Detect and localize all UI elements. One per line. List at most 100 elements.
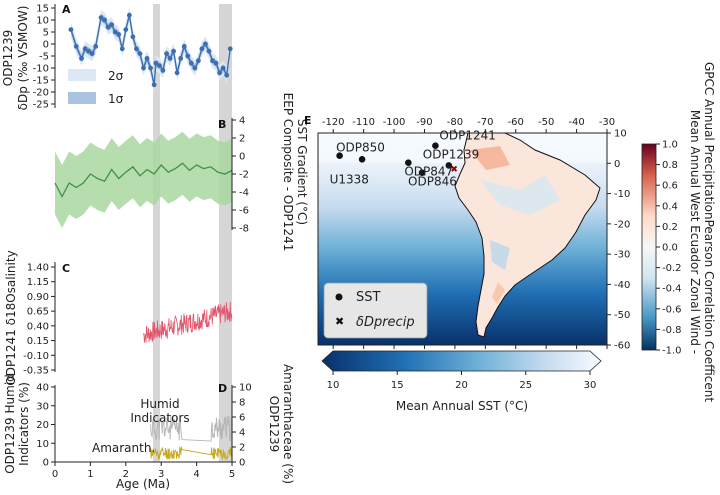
x-tick-label: 5 [229,469,235,480]
x-tick-label: -50 [538,117,554,128]
x-tick-label: -80 [447,117,463,128]
panel-c-ylabel: ODP1241 δ18Osalinity [4,250,18,385]
y-tick-label: 4 [239,428,245,439]
corr-colorbar: 1.0 0.8 0.6 0.4 0.2 0.0 -0.2 -0.4 -0.6 -0.8 -1.0 M… [641,62,716,402]
cb-tick-label: 30 [584,380,597,391]
y-tick-label: -60 [614,341,630,352]
y-tick-label: -30 [614,250,630,261]
y-tick-label: 4 [239,116,245,127]
cb-tick-label: 0.2 [662,222,678,233]
sst-colorbar-ticks: 10 15 20 25 30 [327,371,597,391]
cb-tick-label: 25 [519,380,532,391]
site-marker [336,152,343,160]
y-tick-label: -6 [239,206,249,217]
y-tick-label: 1.15 [27,277,49,288]
panel-c-letter: C [62,262,70,275]
dD-point [164,51,169,56]
dD-point [188,60,194,66]
x-tick-label: -70 [477,117,493,128]
panel-d-x-ticks: 0 1 2 3 4 5 [52,462,235,480]
dD-point [178,56,184,61]
x-tick-label: 4 [193,469,199,480]
dD-point [227,46,233,52]
annotation-humid-1: Humid [140,397,179,411]
panel-c-series [143,301,233,343]
dD-point [93,44,99,49]
cb-tick-label: 0.8 [662,160,678,171]
panel-b-band [55,131,232,228]
y-tick-label: -0.35 [23,366,49,377]
dD-point [153,60,159,66]
dD-precip-marker: ✖ [450,165,458,175]
y-tick-label: -10 [614,189,630,200]
y-tick-label: -4 [239,188,249,199]
time-highlight-bar-2 [219,4,232,462]
dD-point [105,24,111,30]
dD-point [134,46,139,52]
panel-d-xlabel: Age (Ma) [116,477,170,491]
dD-point [195,58,201,64]
panel-b-ylabel-1: EEP Composite - ODP1241 [281,93,295,252]
positive-corr-zone-1 [470,146,510,170]
y-tick-label: 0 [43,40,49,51]
y-tick-label: 15 [36,4,49,15]
warm-pool [318,133,607,163]
y-tick-label: -0.10 [23,351,49,362]
panel-d-left-label-1: ODP1239 Humid [3,374,17,474]
x-tick-label: 0 [52,469,58,480]
site-label: ODP1239 [423,147,479,161]
panel-b-series [54,162,233,198]
y-tick-label: 6 [239,413,245,424]
y-tick-label: -40 [614,280,630,291]
dD-point [98,15,104,20]
dD-point [73,44,79,49]
dD-point [144,56,150,61]
dD-point [160,68,166,73]
cb-tick-label: 15 [391,380,404,391]
y-tick-label: 40 [36,383,49,394]
y-tick-label: 0.15 [27,336,49,347]
dD-point [206,48,212,54]
x-tick-label: -120 [322,117,345,128]
annotation-amaranth: Amaranth. [92,441,155,455]
site-label: ODP846 [408,175,457,189]
panel-b-letter: B [218,118,226,131]
panel-a-ylabel-2: δDp (‰ VSMOW) [16,6,30,111]
dD-point [185,53,191,59]
site-label: ODP1241 [439,129,495,143]
panel-c: C 1.40 1.15 0.90 0.65 0.40 0.15 -0.10 -0.35 ODP… [4,250,233,386]
dD-point [119,46,125,52]
x-tick-label: -100 [383,117,406,128]
map-x-ticks-bottom [332,345,608,349]
panel-a-letter: A [62,3,71,16]
panel-a-legend: 2σ 1σ [68,69,124,106]
panel-d-amaranth-series [150,446,233,461]
map-legend-box [323,282,428,339]
site-marker [432,142,439,150]
y-tick-label: 5 [43,28,49,39]
cb-tick-label: -0.4 [662,284,682,295]
y-tick-label: 2 [239,443,245,454]
dD-point [102,17,107,23]
site-marker [418,169,426,176]
y-tick-label: -20 [614,219,630,230]
cb-tick-label: -1.0 [662,346,682,357]
cb-tick-label: 20 [455,380,468,391]
gradient-band-area [55,131,232,228]
negative-corr-zone-2 [490,240,510,270]
y-tick-label: 10 [239,383,252,394]
dD-point [116,32,122,37]
cb-tick-label: -0.6 [662,304,682,315]
y-tick-label: -15 [33,76,49,87]
dD-point [141,65,146,71]
corr-colorbar-ticks: 1.0 0.8 0.6 0.4 0.2 0.0 -0.2 -0.4 -0.6 -0.8 -1.0 [656,140,682,357]
dD-point [181,44,187,49]
dD-point [167,56,173,61]
dD-point [86,48,92,54]
dD-point [157,63,162,68]
y-tick-label: -10 [33,64,49,75]
dD-point [109,22,115,28]
map-y-ticks: 10 0 -10 -20 -30 -40 -50 -60 [607,129,630,352]
